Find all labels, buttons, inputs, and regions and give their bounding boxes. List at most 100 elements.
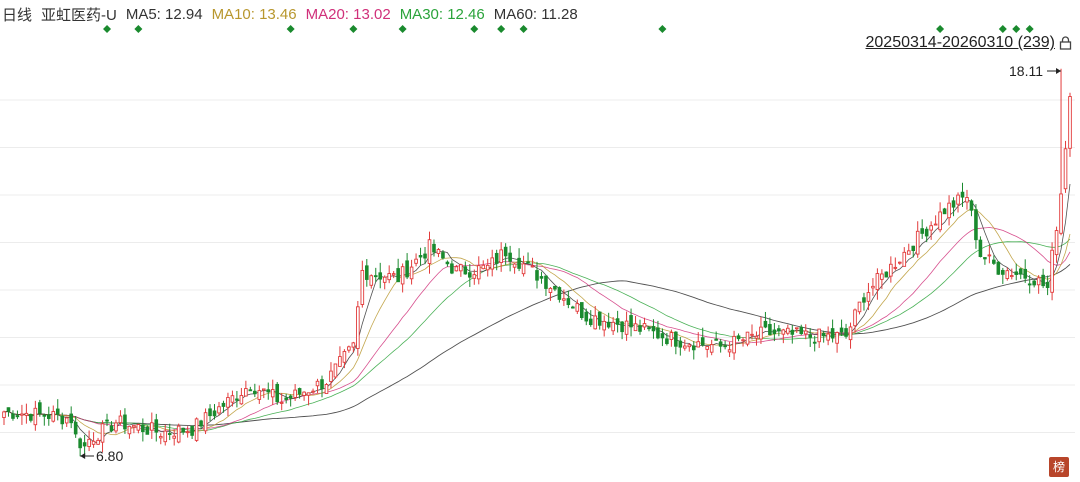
candle bbox=[620, 321, 624, 333]
candle bbox=[920, 228, 924, 234]
candle bbox=[315, 380, 320, 387]
signal-marker bbox=[497, 25, 506, 33]
candle bbox=[745, 331, 750, 345]
candle bbox=[691, 345, 696, 351]
candle bbox=[69, 413, 73, 424]
candle bbox=[700, 337, 705, 346]
candle bbox=[46, 414, 51, 419]
signal-marker bbox=[936, 25, 945, 33]
candle bbox=[275, 383, 280, 403]
signal-marker bbox=[658, 25, 667, 33]
candle bbox=[114, 422, 118, 432]
candle bbox=[862, 297, 866, 303]
candle bbox=[176, 425, 181, 443]
candle bbox=[915, 230, 920, 255]
candle bbox=[185, 431, 190, 434]
candle bbox=[687, 344, 692, 348]
candle bbox=[696, 341, 701, 348]
candle bbox=[996, 261, 1001, 275]
candle bbox=[356, 306, 360, 349]
candle bbox=[969, 200, 974, 211]
candle bbox=[1009, 275, 1014, 278]
signal-marker bbox=[519, 25, 528, 33]
candle bbox=[261, 388, 266, 391]
candle bbox=[727, 349, 732, 353]
candle bbox=[432, 243, 436, 253]
candle bbox=[217, 406, 221, 414]
candle bbox=[812, 341, 817, 344]
ma5-legend: MA5: 12.94 bbox=[125, 5, 203, 23]
candle bbox=[871, 285, 875, 289]
candle bbox=[270, 389, 275, 398]
candle bbox=[911, 245, 916, 252]
candle bbox=[714, 338, 718, 341]
ma60-legend: MA60: 11.28 bbox=[493, 5, 578, 23]
max-price-label: 18.11 bbox=[1009, 63, 1043, 79]
chart-header: 日线 亚虹医药-U MA5: 12.94 MA10: 13.46 MA20: 1… bbox=[2, 4, 587, 24]
candle bbox=[454, 266, 459, 272]
candle bbox=[857, 301, 862, 313]
candle bbox=[808, 334, 813, 338]
candle bbox=[293, 389, 297, 398]
candle bbox=[450, 263, 454, 274]
signal-marker bbox=[134, 25, 143, 33]
candle bbox=[562, 298, 566, 301]
candle bbox=[400, 266, 405, 285]
candle bbox=[624, 320, 629, 335]
period-label[interactable]: 日线 bbox=[2, 6, 33, 24]
candle bbox=[29, 413, 33, 421]
candle bbox=[1041, 274, 1045, 287]
lock-icon[interactable] bbox=[1059, 36, 1072, 50]
candle bbox=[781, 329, 786, 335]
signal-marker bbox=[1025, 25, 1034, 33]
candle bbox=[226, 397, 230, 408]
candle bbox=[167, 433, 172, 435]
candle bbox=[503, 246, 508, 257]
ma60-line bbox=[3, 264, 1071, 427]
candle bbox=[1001, 269, 1005, 275]
candle bbox=[709, 344, 714, 353]
candle bbox=[732, 335, 736, 354]
candle bbox=[848, 326, 853, 341]
candle bbox=[956, 194, 960, 205]
candle bbox=[6, 407, 11, 412]
candle bbox=[279, 401, 284, 404]
candle bbox=[100, 423, 105, 443]
candle bbox=[759, 326, 763, 340]
candle bbox=[118, 415, 123, 424]
candle bbox=[351, 342, 356, 348]
candle bbox=[494, 252, 499, 264]
candle bbox=[150, 422, 154, 431]
candle bbox=[485, 264, 490, 271]
candle bbox=[803, 330, 808, 335]
candle bbox=[1014, 271, 1019, 275]
candle bbox=[2, 411, 6, 418]
candle bbox=[1063, 148, 1068, 190]
date-range[interactable]: 20250314-20260310 (239) bbox=[866, 34, 1073, 52]
candle bbox=[1027, 283, 1032, 286]
candle bbox=[73, 421, 78, 435]
min-pointer-head bbox=[80, 453, 86, 459]
candle bbox=[750, 333, 754, 336]
candle bbox=[476, 265, 481, 280]
candle bbox=[387, 273, 391, 281]
candle bbox=[468, 272, 472, 278]
candle bbox=[763, 320, 768, 328]
candle bbox=[257, 390, 262, 400]
candle bbox=[898, 261, 902, 264]
date-range-label[interactable]: 20250314-20260310 (239) bbox=[865, 34, 1056, 51]
candle bbox=[490, 257, 495, 270]
candle bbox=[154, 419, 159, 433]
candle bbox=[1054, 230, 1059, 256]
candle bbox=[239, 395, 244, 405]
candle bbox=[414, 258, 418, 264]
candle bbox=[924, 228, 929, 237]
candle bbox=[87, 438, 91, 447]
candle bbox=[884, 271, 889, 278]
candle bbox=[983, 257, 987, 260]
candle bbox=[459, 264, 463, 272]
candle bbox=[306, 392, 311, 396]
candle bbox=[163, 430, 168, 443]
candle bbox=[629, 315, 633, 328]
